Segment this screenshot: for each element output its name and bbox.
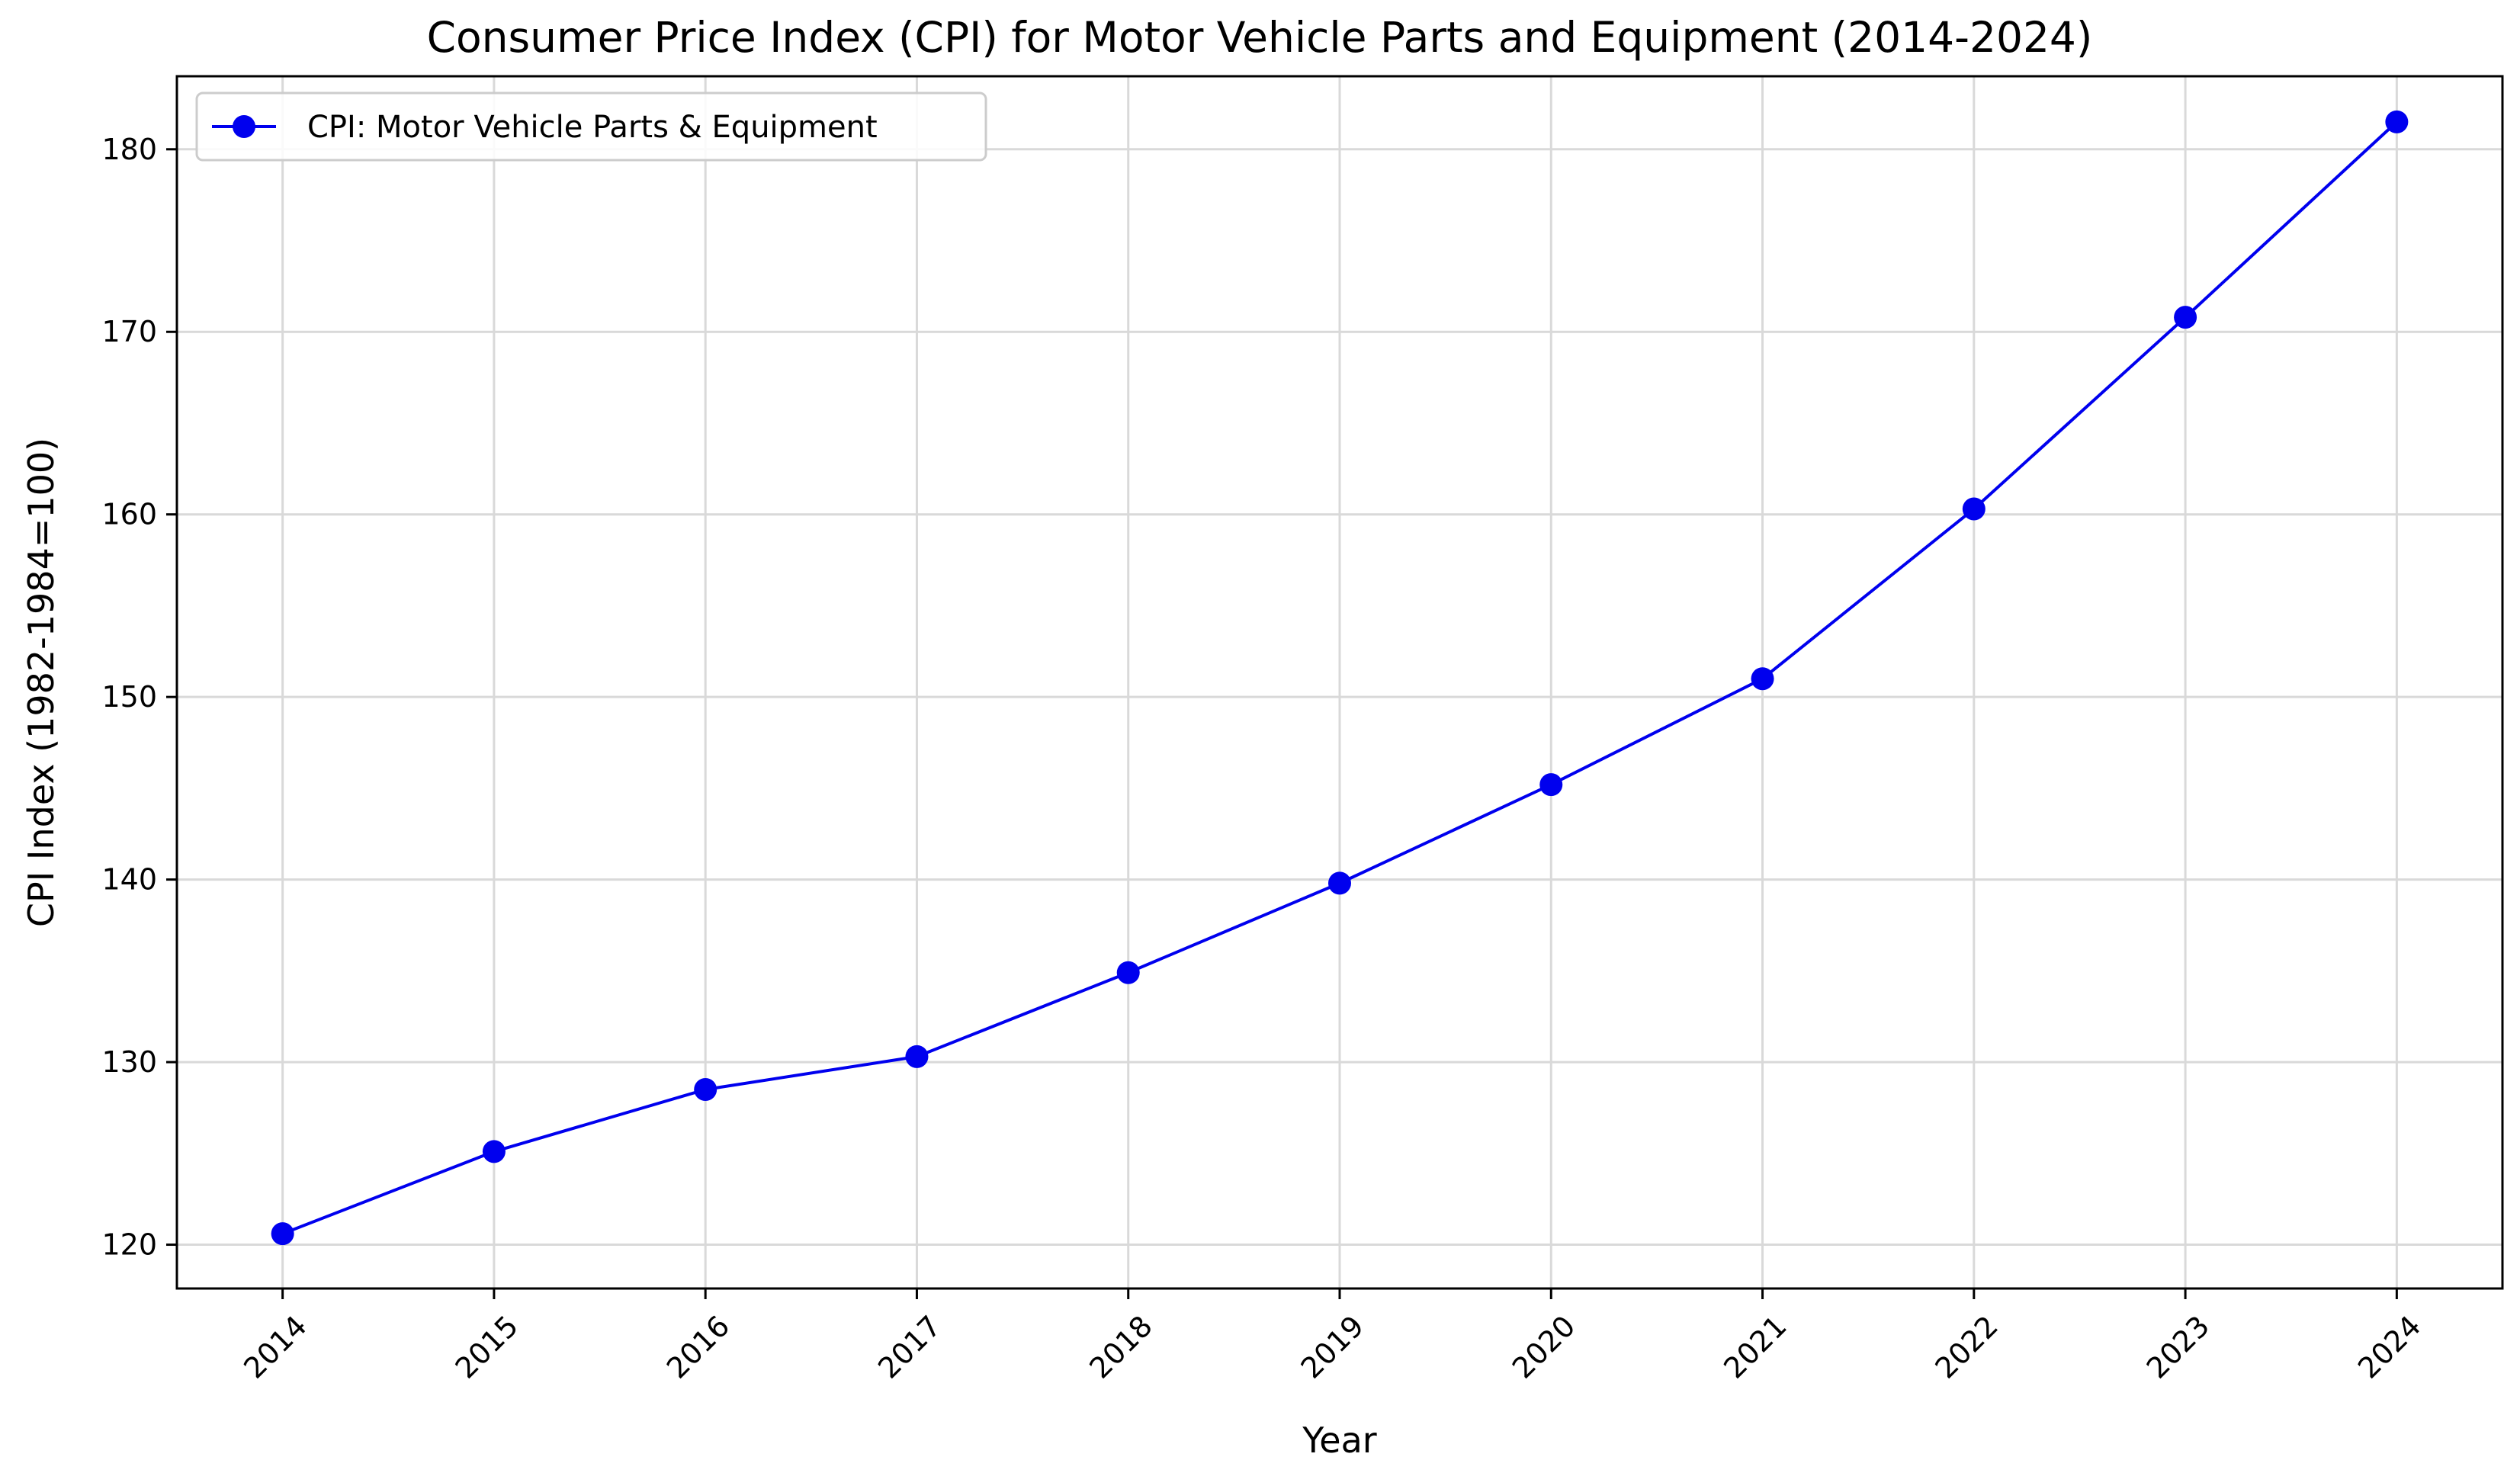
data-point-2022 bbox=[1962, 497, 1986, 521]
data-point-2018 bbox=[1116, 961, 1140, 984]
x-tick-label: 2023 bbox=[2140, 1309, 2217, 1385]
x-tick-label: 2019 bbox=[1295, 1309, 1371, 1385]
y-tick-label: 120 bbox=[101, 1228, 157, 1262]
chart-title: Consumer Price Index (CPI) for Motor Veh… bbox=[427, 13, 2093, 62]
y-tick-label: 130 bbox=[101, 1045, 157, 1079]
x-tick-label: 2018 bbox=[1083, 1309, 1159, 1385]
x-axis-label: Year bbox=[1302, 1420, 1376, 1461]
x-tick-label: 2024 bbox=[2351, 1309, 2428, 1385]
x-tick-label: 2021 bbox=[1717, 1309, 1793, 1385]
y-tick-label: 170 bbox=[101, 315, 157, 348]
y-tick-label: 140 bbox=[101, 863, 157, 897]
plot-area-frame bbox=[175, 75, 2504, 1290]
x-tick-label: 2016 bbox=[660, 1309, 737, 1385]
series-layer bbox=[271, 110, 2409, 1246]
y-tick-label: 180 bbox=[101, 133, 157, 166]
x-tick-label: 2020 bbox=[1506, 1309, 1582, 1385]
y-tick-label: 150 bbox=[101, 680, 157, 714]
data-point-2024 bbox=[2385, 110, 2409, 133]
data-point-2015 bbox=[482, 1140, 506, 1163]
data-point-2020 bbox=[1539, 773, 1563, 797]
y-axis-ticks: 120 130 140 150 160 170 180 bbox=[101, 133, 177, 1262]
legend-marker-sample bbox=[233, 115, 255, 138]
data-point-2016 bbox=[694, 1077, 717, 1101]
grid bbox=[177, 76, 2502, 1288]
x-tick-label: 2017 bbox=[872, 1309, 948, 1385]
data-point-2023 bbox=[2174, 306, 2197, 329]
data-point-2017 bbox=[905, 1045, 929, 1068]
x-tick-label: 2022 bbox=[1928, 1309, 2005, 1385]
legend-label: CPI: Motor Vehicle Parts & Equipment bbox=[307, 110, 878, 145]
data-point-2021 bbox=[1751, 667, 1774, 691]
x-axis-ticks: 2014 2015 2016 2017 2018 2019 2020 2021 2022 2023… bbox=[237, 1288, 2428, 1385]
y-axis-label: CPI Index (1982-1984=100) bbox=[21, 438, 62, 927]
x-tick-label: 2015 bbox=[449, 1309, 525, 1385]
data-point-2014 bbox=[271, 1222, 294, 1246]
legend: CPI: Motor Vehicle Parts & Equipment bbox=[195, 91, 987, 162]
data-point-2019 bbox=[1328, 871, 1351, 895]
x-tick-label: 2014 bbox=[237, 1309, 313, 1385]
legend-box bbox=[195, 91, 987, 162]
y-tick-label: 160 bbox=[101, 498, 157, 531]
